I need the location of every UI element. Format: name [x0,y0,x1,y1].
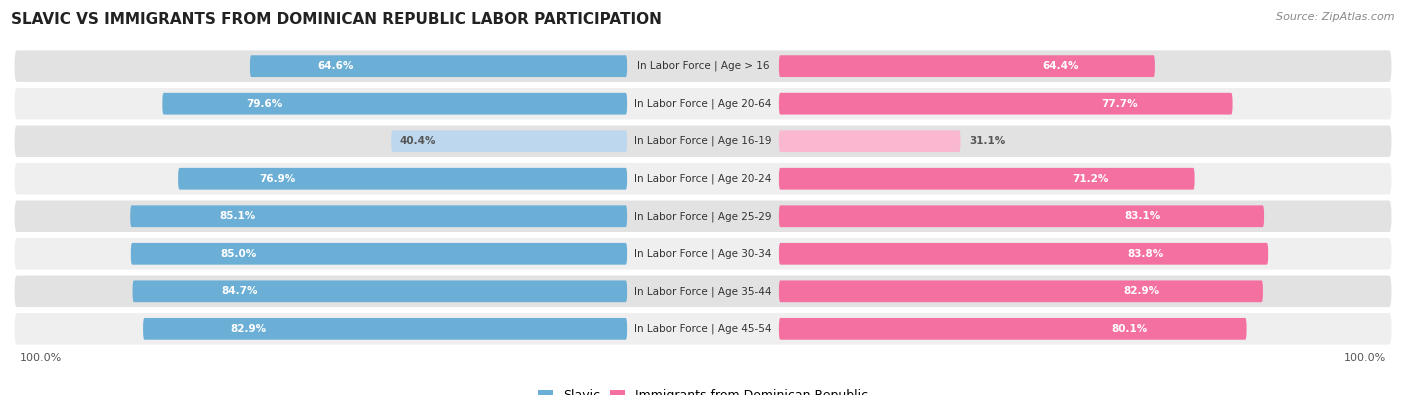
Text: 83.8%: 83.8% [1128,249,1164,259]
FancyBboxPatch shape [14,276,1392,307]
FancyBboxPatch shape [14,51,1392,82]
Text: 100.0%: 100.0% [1344,353,1386,363]
Text: In Labor Force | Age 25-29: In Labor Force | Age 25-29 [634,211,772,222]
Text: In Labor Force | Age 30-34: In Labor Force | Age 30-34 [634,248,772,259]
Text: In Labor Force | Age 20-24: In Labor Force | Age 20-24 [634,173,772,184]
FancyBboxPatch shape [779,168,1195,190]
FancyBboxPatch shape [131,205,627,227]
FancyBboxPatch shape [14,88,1392,119]
FancyBboxPatch shape [132,280,627,302]
Text: 82.9%: 82.9% [1123,286,1160,296]
FancyBboxPatch shape [779,243,1268,265]
Text: Source: ZipAtlas.com: Source: ZipAtlas.com [1277,12,1395,22]
Text: 31.1%: 31.1% [969,136,1005,146]
Text: 77.7%: 77.7% [1101,99,1137,109]
Text: In Labor Force | Age > 16: In Labor Force | Age > 16 [637,61,769,71]
FancyBboxPatch shape [250,55,627,77]
Text: 40.4%: 40.4% [399,136,436,146]
FancyBboxPatch shape [131,243,627,265]
FancyBboxPatch shape [14,201,1392,232]
FancyBboxPatch shape [14,313,1392,344]
FancyBboxPatch shape [14,163,1392,194]
Text: 64.4%: 64.4% [1043,61,1080,71]
FancyBboxPatch shape [779,130,960,152]
Text: In Labor Force | Age 45-54: In Labor Force | Age 45-54 [634,324,772,334]
Text: In Labor Force | Age 16-19: In Labor Force | Age 16-19 [634,136,772,147]
Text: SLAVIC VS IMMIGRANTS FROM DOMINICAN REPUBLIC LABOR PARTICIPATION: SLAVIC VS IMMIGRANTS FROM DOMINICAN REPU… [11,12,662,27]
Text: 79.6%: 79.6% [246,99,283,109]
FancyBboxPatch shape [779,318,1247,340]
Text: 83.1%: 83.1% [1125,211,1161,221]
FancyBboxPatch shape [779,93,1233,115]
FancyBboxPatch shape [14,238,1392,269]
Text: 100.0%: 100.0% [20,353,62,363]
FancyBboxPatch shape [779,280,1263,302]
Text: 76.9%: 76.9% [259,174,295,184]
Text: 80.1%: 80.1% [1112,324,1147,334]
FancyBboxPatch shape [391,130,627,152]
Text: 64.6%: 64.6% [318,61,354,71]
Text: 82.9%: 82.9% [231,324,266,334]
FancyBboxPatch shape [162,93,627,115]
Legend: Slavic, Immigrants from Dominican Republic: Slavic, Immigrants from Dominican Republ… [533,384,873,395]
FancyBboxPatch shape [779,205,1264,227]
Text: 85.1%: 85.1% [219,211,256,221]
Text: In Labor Force | Age 35-44: In Labor Force | Age 35-44 [634,286,772,297]
Text: 85.0%: 85.0% [221,249,256,259]
Text: 71.2%: 71.2% [1073,174,1109,184]
Text: In Labor Force | Age 20-64: In Labor Force | Age 20-64 [634,98,772,109]
FancyBboxPatch shape [143,318,627,340]
FancyBboxPatch shape [779,55,1154,77]
FancyBboxPatch shape [179,168,627,190]
Text: 84.7%: 84.7% [222,286,259,296]
FancyBboxPatch shape [14,126,1392,157]
